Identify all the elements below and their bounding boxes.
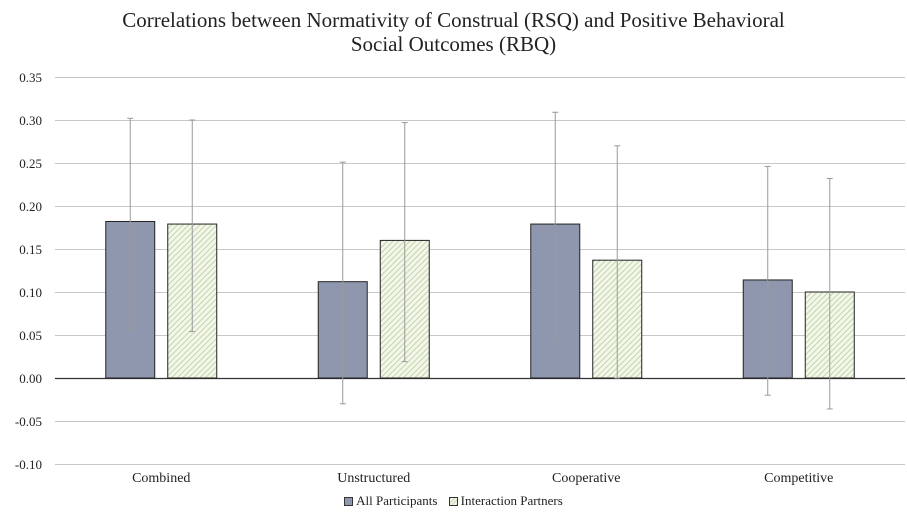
legend: All Participants Interaction Partners [0,493,907,510]
y-tick-label: 0.20 [19,199,42,214]
y-tick-label: 0.30 [19,113,42,128]
chart-title-line-2: Social Outcomes (RBQ) [350,32,557,56]
y-tick-label: 0.00 [19,371,42,386]
legend-label-interaction-partners: Interaction Partners [460,493,563,508]
bar-chart: 0.35 0.30 0.25 0.20 0.15 0.10 0.05 0.00 -0.05 -0.… [15,70,905,486]
x-category-label: Combined [132,471,190,486]
chart-title-line-1: Correlations between Normativity of Cons… [122,8,785,32]
y-tick-label: -0.05 [15,414,42,429]
y-tick-label: 0.35 [19,70,42,85]
y-axis-ticks: 0.35 0.30 0.25 0.20 0.15 0.10 0.05 0.00 -0.05 -0.… [15,70,42,472]
legend-swatch-all-participants [344,496,354,506]
legend-swatch-interaction-partners [448,496,458,506]
x-axis-categories: Combined Unstructured Cooperative Competiti… [132,471,833,486]
legend-label-all-participants: All Participants [356,493,438,508]
x-category-label: Competitive [764,471,833,486]
legend-item-all-participants: All Participants [344,493,437,509]
y-tick-label: 0.05 [19,328,42,343]
y-tick-label: -0.10 [15,457,42,472]
x-category-label: Cooperative [552,471,620,486]
chart-title: Correlations between Normativity of Cons… [0,8,907,56]
legend-item-interaction-partners: Interaction Partners [448,493,563,509]
y-tick-label: 0.15 [19,242,42,257]
bars [105,220,855,379]
y-tick-label: 0.10 [19,285,42,300]
error-bars [127,111,833,410]
x-category-label: Unstructured [337,471,410,486]
y-tick-label: 0.25 [19,156,42,171]
